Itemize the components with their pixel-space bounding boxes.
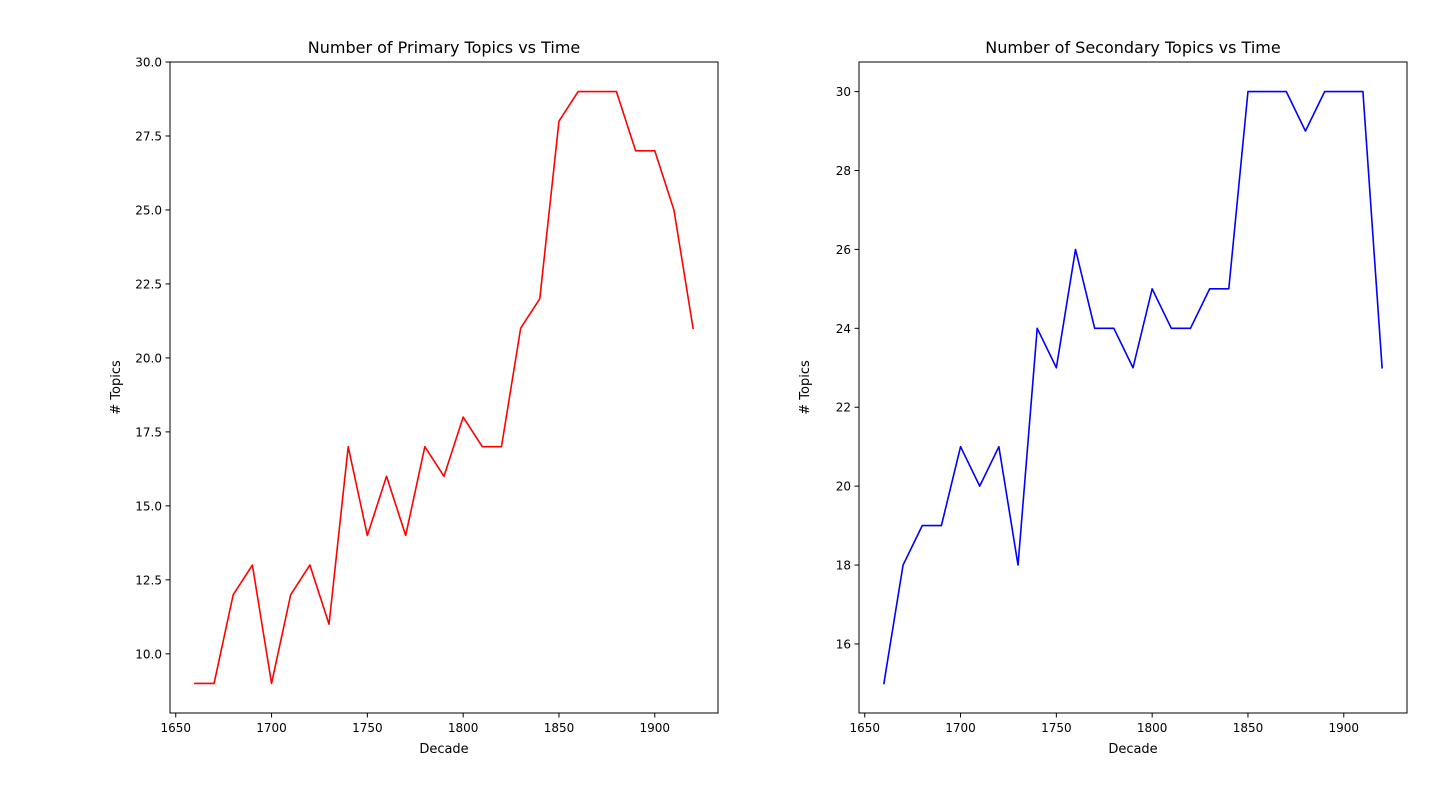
secondary-y-tick-label-1: 18 [836,559,851,573]
primary-x-tick-label-5: 1900 [639,721,670,735]
secondary-y-tick-label-4: 24 [836,322,851,336]
primary-y-axis-label: # Topics [109,360,124,415]
primary-y-tick-label-4: 20.0 [135,351,162,365]
secondary-chart-title: Number of Secondary Topics vs Time [985,38,1280,57]
primary-x-tick-label-2: 1750 [352,721,383,735]
primary-y-tick-label-0: 10.0 [135,647,162,661]
primary-x-tick-label-0: 1650 [160,721,191,735]
secondary-y-tick-label-5: 26 [836,243,851,257]
primary-chart-title: Number of Primary Topics vs Time [308,38,581,57]
secondary-x-tick-label-4: 1850 [1233,721,1264,735]
primary-axes-frame [169,61,719,714]
primary-x-tick-label-3: 1800 [448,721,479,735]
primary-y-tick-label-3: 17.5 [135,425,162,439]
secondary-chart: 1650 1700 1750 1800 1850 1900 16 18 20 22 24 26 28 30… [798,38,1408,757]
secondary-y-tick-label-7: 30 [836,85,851,99]
secondary-y-tick-label-3: 22 [836,401,851,415]
primary-y-tick-label-5: 22.5 [135,277,162,291]
primary-y-tick-label-2: 15.0 [135,499,162,513]
secondary-y-axis-label: # Topics [798,360,813,415]
secondary-x-axis-label: Decade [1108,742,1157,757]
secondary-x-tick-label-3: 1800 [1137,721,1168,735]
secondary-x-tick-label-2: 1750 [1041,721,1072,735]
primary-x-tick-label-1: 1700 [256,721,287,735]
secondary-x-tick-label-5: 1900 [1328,721,1359,735]
secondary-x-tick-label-0: 1650 [849,721,880,735]
secondary-y-tick-label-2: 20 [836,480,851,494]
primary-series-line-0 [194,90,695,685]
primary-y-tick-label-1: 12.5 [135,573,162,587]
secondary-series-line-0 [882,90,1383,685]
secondary-axes-frame [858,61,1408,714]
primary-y-tick-label-7: 27.5 [135,129,162,143]
primary-x-tick-label-4: 1850 [544,721,575,735]
secondary-y-tick-label-0: 16 [836,637,851,651]
primary-y-tick-label-8: 30.0 [135,56,162,70]
secondary-y-tick-label-6: 28 [836,164,851,178]
primary-chart: 1650 1700 1750 1800 1850 1900 10.0 12.5 15.0 17.5… [109,38,719,757]
primary-y-tick-label-6: 25.0 [135,203,162,217]
secondary-x-tick-label-1: 1700 [945,721,976,735]
primary-x-axis-label: Decade [419,742,468,757]
